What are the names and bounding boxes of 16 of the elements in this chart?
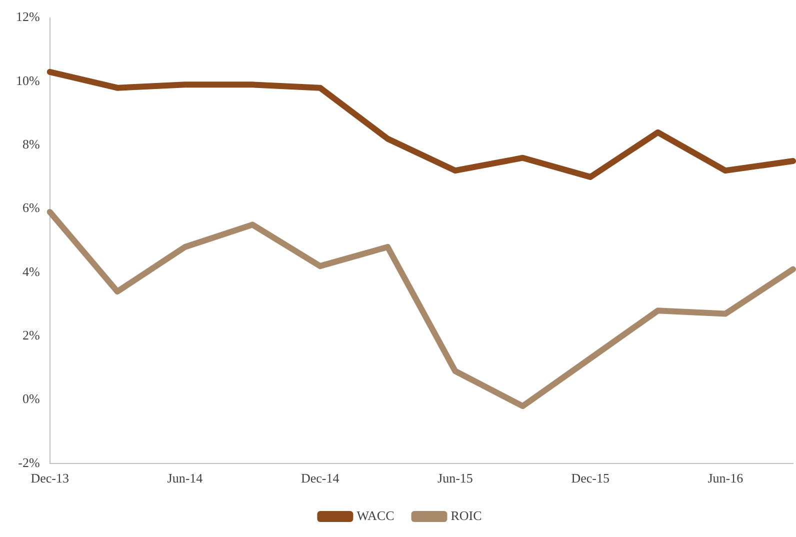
x-tick-label: Jun-16 — [708, 470, 744, 486]
y-tick-label: 8% — [22, 136, 40, 152]
y-tick-label: 10% — [16, 72, 40, 88]
x-tick-label: Dec-14 — [300, 470, 340, 486]
y-tick-label: 6% — [22, 200, 40, 216]
legend-label: ROIC — [450, 508, 482, 523]
y-tick-label: 0% — [22, 391, 40, 406]
x-tick-label: Dec-15 — [571, 470, 610, 486]
x-tick-label: Jun-15 — [438, 470, 473, 486]
y-tick-label: 4% — [22, 264, 40, 279]
x-tick-label: Jun-14 — [167, 470, 204, 486]
y-tick-label: -2% — [18, 454, 40, 470]
y-tick-label: 12% — [16, 9, 40, 24]
legend-label: WACC — [356, 508, 394, 523]
x-tick-label: Dec-13 — [30, 470, 69, 486]
y-tick-label: 2% — [22, 328, 40, 343]
